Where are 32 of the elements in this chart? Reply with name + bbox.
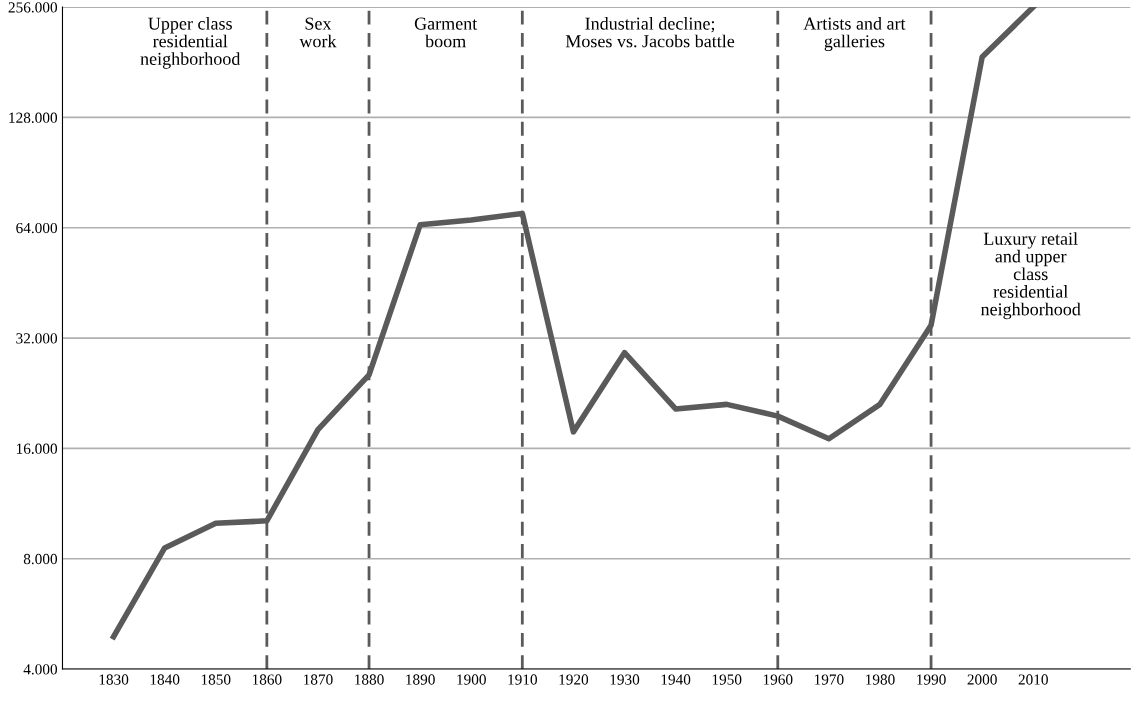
x-tick-label: 1950 [712,674,742,685]
x-tick-label: 1900 [457,674,486,685]
annotation: Upper class residential neighborhood [140,17,241,69]
x-tick-label: 1970 [814,674,844,685]
x-tick-label: 1830 [99,674,129,685]
x-tick-label: 1930 [610,674,640,685]
x-tick-label: 1920 [559,674,589,685]
x-tick-label: 2000 [967,674,997,685]
annotation: Industrial decline; Moses vs. Jacobs battle [565,17,735,48]
y-tick-label: 8.000 [23,553,58,565]
x-tick-label: 1860 [252,674,282,685]
x-tick-label: 1940 [661,674,691,685]
x-tick-label: 1850 [201,674,231,685]
y-tick-label: 256.000 [8,2,58,13]
y-tick-label: 128.000 [9,112,58,123]
y-tick-label: 64.000 [16,222,58,234]
annotation: Garment boom [414,17,478,48]
y-tick-label: 16.000 [16,443,58,454]
annotation: Sex work [299,17,337,48]
y-tick-label: 4.000 [23,664,58,675]
x-tick-label: 1870 [304,674,333,685]
x-tick-label: 1910 [508,674,538,685]
annotation: Luxury retail and upper class residential neighborhood [980,232,1081,320]
x-tick-label: 1990 [917,674,946,685]
x-tick-label: 1890 [406,674,435,685]
x-tick-label: 1880 [355,674,384,685]
annotation: Artists and art galleries [803,17,906,52]
x-tick-label: 1980 [866,674,895,685]
x-tick-label: 2010 [1018,674,1048,685]
x-tick-label: 1960 [763,674,793,685]
x-tick-label: 1840 [150,674,180,685]
y-tick-label: 32.000 [16,333,58,344]
